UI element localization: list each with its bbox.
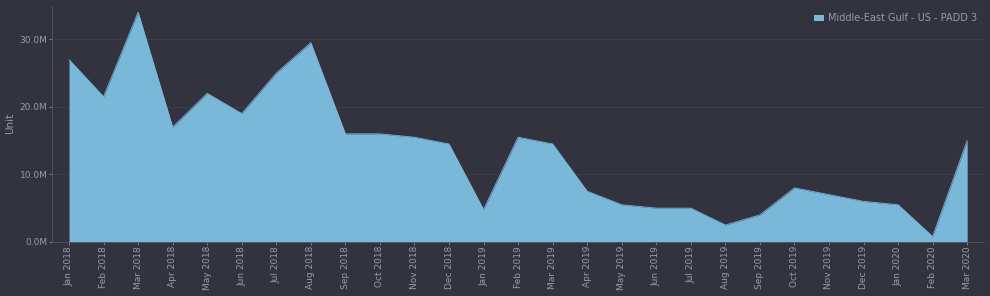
Y-axis label: Unit: Unit — [6, 113, 16, 134]
Legend: Middle-East Gulf - US - PADD 3: Middle-East Gulf - US - PADD 3 — [811, 10, 979, 26]
